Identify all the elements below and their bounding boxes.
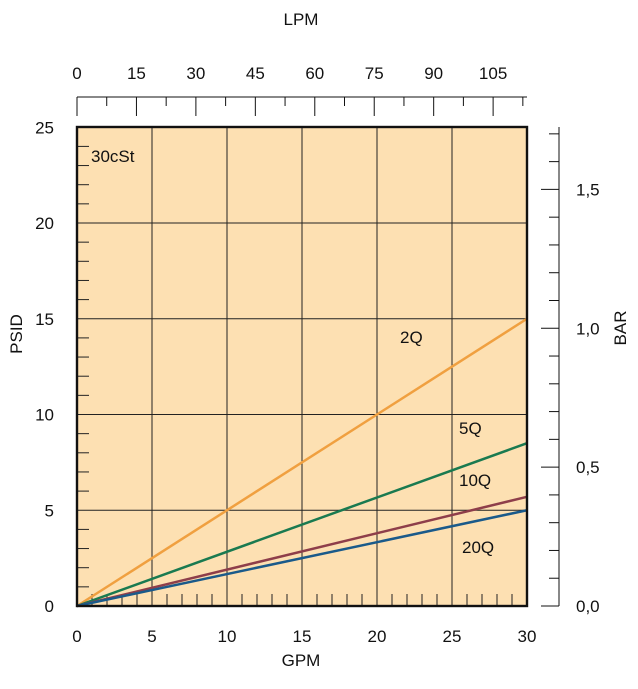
gpm-tick-labels: 0 5 10 15 20 25 30 [72,627,536,646]
lpm-tick-labels: 0 15 30 45 60 75 90 105 [72,64,507,83]
series-label-10q: 10Q [459,471,491,490]
bar-tick-label: 0,5 [576,458,600,477]
bar-tick-labels: 0,0 0,5 1,0 1,5 [576,180,600,616]
series-labels: 2Q 5Q 10Q 20Q [400,328,494,557]
grid-lines [77,127,527,606]
gpm-tick-label: 10 [218,627,237,646]
bar-tick-label: 1,5 [576,180,600,199]
lpm-tick-label: 30 [186,64,205,83]
bar-tick-label: 1,0 [576,319,600,338]
lpm-tick-label: 60 [305,64,324,83]
x-axis-title: GPM [282,651,321,670]
lpm-tick-label: 0 [72,64,81,83]
psid-tick-label: 15 [35,310,54,329]
lpm-axis [76,96,527,116]
bar-tick-label: 0,0 [576,597,600,616]
x2-axis-title: LPM [284,10,319,29]
lpm-tick-label: 75 [365,64,384,83]
gpm-tick-label: 0 [72,627,81,646]
bar-axis [541,127,560,607]
viscosity-note: 30cSt [91,147,135,166]
series-line-10q [76,495,528,608]
series-lines [76,317,528,608]
series-label-5q: 5Q [459,419,482,438]
plot-frame [75,125,529,608]
series-line-2q [76,317,528,608]
series-label-20q: 20Q [462,538,494,557]
lpm-tick-label: 90 [424,64,443,83]
lpm-tick-label: 45 [246,64,265,83]
series-label-2q: 2Q [400,328,423,347]
lpm-tick-label: 15 [127,64,146,83]
lpm-tick-label: 105 [479,64,507,83]
psid-tick-label: 20 [35,214,54,233]
psid-tick-labels: 0 5 10 15 20 25 [35,118,54,616]
psid-tick-label: 0 [45,597,54,616]
psid-tick-label: 5 [45,501,54,520]
gpm-tick-label: 5 [147,627,156,646]
psid-tick-label: 10 [35,406,54,425]
series-line-5q [76,442,528,608]
y-axis-title: PSID [7,314,26,354]
y2-axis-title: BAR [611,311,630,346]
series-line-20q [76,509,528,608]
gpm-tick-label: 30 [518,627,537,646]
psid-tick-label: 25 [35,118,54,137]
gpm-tick-label: 15 [293,627,312,646]
gpm-tick-label: 20 [368,627,387,646]
gpm-tick-label: 25 [443,627,462,646]
